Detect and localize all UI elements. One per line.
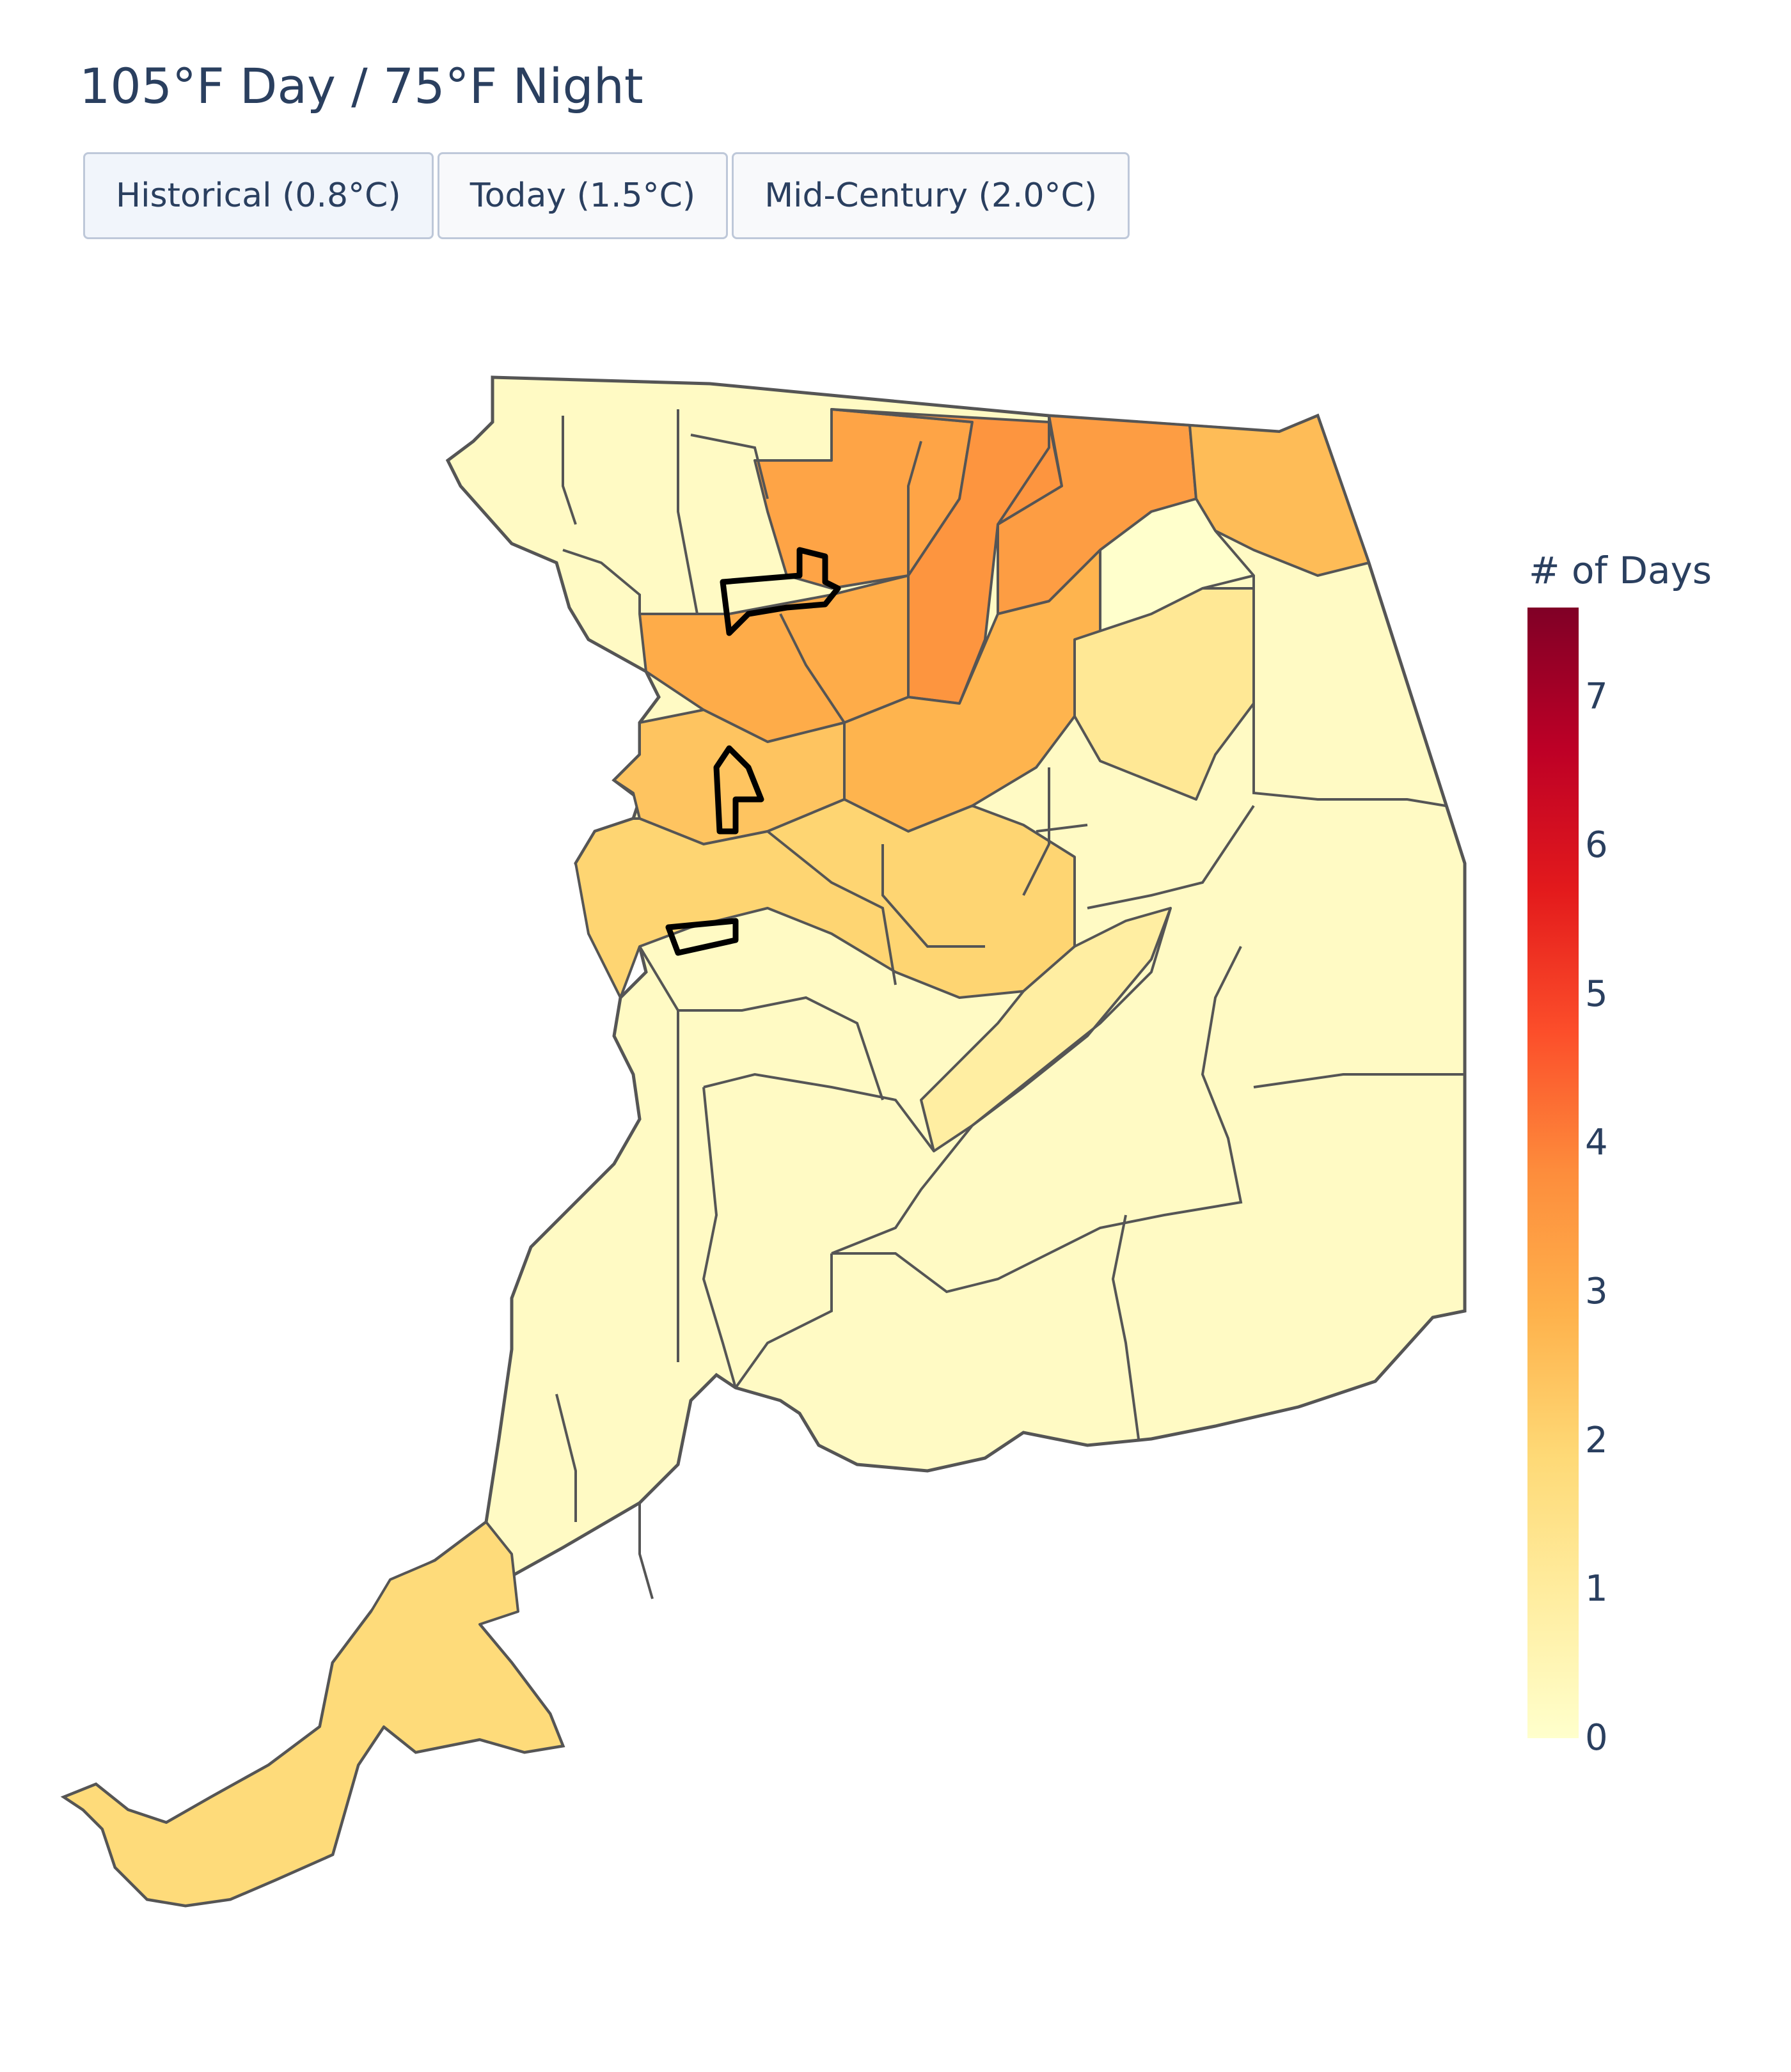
map-region[interactable] bbox=[574, 798, 1076, 999]
map-region[interactable] bbox=[920, 907, 1172, 1152]
highlighted-tract-north bbox=[720, 547, 841, 636]
subdivision-boundaries bbox=[555, 409, 1465, 1599]
page-title: 105°F Day / 75°F Night bbox=[79, 58, 643, 114]
scenario-button-bar: Historical (0.8°C) Today (1.5°C) Mid-Cen… bbox=[83, 152, 1130, 239]
map-regions bbox=[63, 408, 1370, 1907]
colorbar-tick-label: 5 bbox=[1585, 973, 1608, 1015]
colorbar-tick-label: 2 bbox=[1585, 1419, 1608, 1461]
historical-scenario-button[interactable]: Historical (0.8°C) bbox=[83, 152, 434, 239]
colorbar-tick-label: 4 bbox=[1585, 1122, 1608, 1164]
colorbar-tick-label: 1 bbox=[1585, 1568, 1608, 1610]
map-region[interactable] bbox=[1073, 587, 1255, 801]
colorbar-title: # of Days bbox=[1529, 549, 1712, 592]
colorbar-tick-label: 3 bbox=[1585, 1271, 1608, 1313]
today-scenario-button[interactable]: Today (1.5°C) bbox=[437, 152, 729, 239]
colorbar-tick-label: 0 bbox=[1585, 1717, 1608, 1759]
highlighted-tract-central bbox=[713, 745, 764, 835]
colorbar-tick-label: 6 bbox=[1585, 824, 1608, 867]
highlighted-tracts bbox=[665, 547, 841, 956]
colorbar-tick-label: 7 bbox=[1585, 675, 1608, 718]
map-region[interactable] bbox=[63, 1521, 564, 1907]
colorbar bbox=[1527, 608, 1579, 1738]
mid-century-scenario-button[interactable]: Mid-Century (2.0°C) bbox=[732, 152, 1130, 239]
highlighted-tract-south bbox=[665, 918, 739, 956]
